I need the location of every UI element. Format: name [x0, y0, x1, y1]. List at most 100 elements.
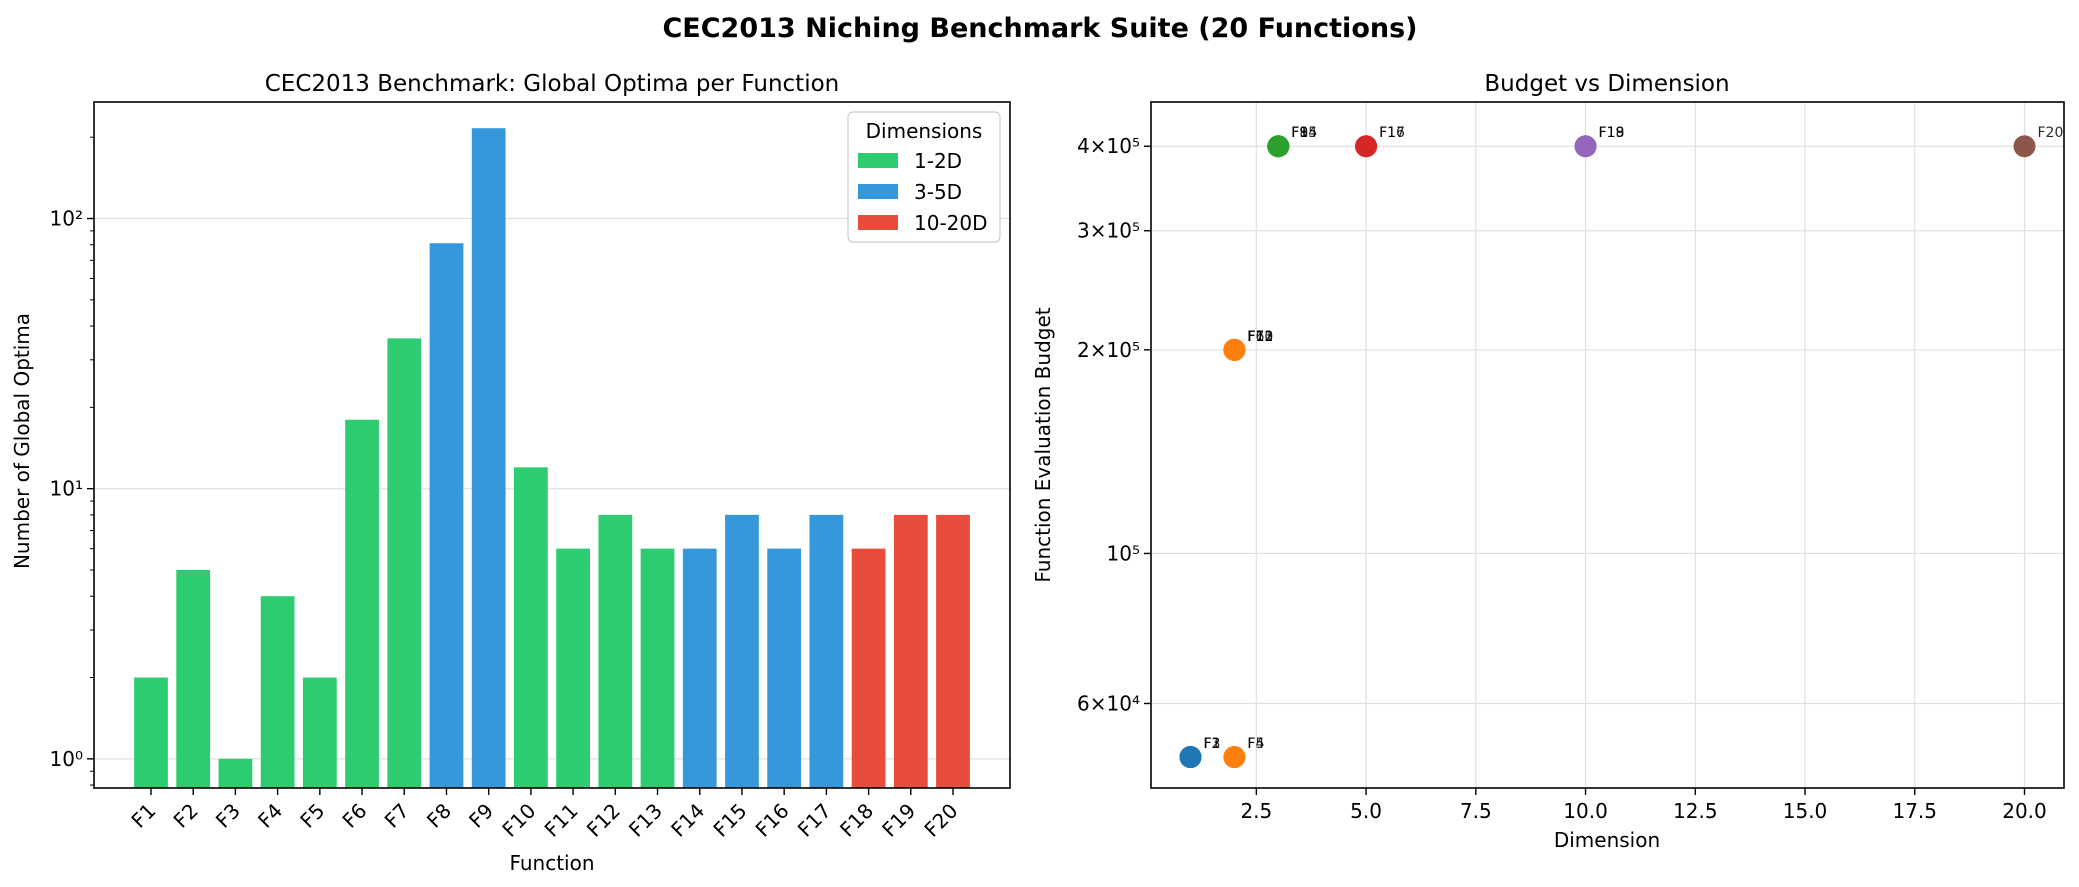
point-label-f18: F18	[1599, 125, 1625, 141]
bar-f14	[682, 548, 717, 788]
point-f17	[1355, 135, 1378, 158]
scatter-chart-x-ticks: 2.5 5.0 7.5 10.0 12.5 15.0 17.5 20.0	[1240, 788, 2047, 823]
bar-f9	[471, 128, 506, 789]
scatter-x-tick-label: 20.0	[2002, 799, 2047, 823]
bar-chart-y-ticks: 10⁰ 10¹ 10²	[50, 136, 94, 786]
scatter-x-tick-label: 5.0	[1350, 799, 1382, 823]
point-label-f5: F5	[1247, 736, 1264, 752]
bar-x-tick-label-f9: F9	[464, 799, 498, 833]
bar-f7	[387, 338, 422, 788]
legend-label-3-5d: 3-5D	[914, 180, 962, 204]
point-label-f9: F9	[1291, 125, 1308, 141]
bar-chart-title: CEC2013 Benchmark: Global Optima per Fun…	[265, 71, 840, 97]
scatter-chart: Budget vs Dimension Dimension Function E…	[1031, 71, 2065, 852]
bar-x-tick-label-f14: F14	[666, 799, 709, 842]
bar-f2	[176, 570, 211, 788]
bar-f11	[556, 548, 590, 788]
bar-x-tick-label-f12: F12	[582, 799, 625, 842]
bar-x-tick-label-f7: F7	[380, 799, 414, 833]
scatter-chart-frame	[1150, 101, 2065, 789]
legend-box	[847, 111, 1001, 243]
point-f19	[1574, 135, 1597, 158]
bar-chart: CEC2013 Benchmark: Global Optima per Fun…	[10, 71, 1011, 875]
scatter-x-tick-label: 15.0	[1783, 799, 1828, 823]
point-label-f15: F15	[1291, 125, 1317, 141]
legend-swatch-1-2d	[858, 153, 898, 168]
point-f15	[1267, 135, 1290, 158]
point-label-f8: F8	[1291, 125, 1308, 141]
bar-x-tick-label-f2: F2	[169, 799, 203, 833]
point-label-f11: F11	[1247, 329, 1273, 345]
bar-f4	[260, 596, 295, 788]
point-f13	[1223, 338, 1246, 361]
bar-f8	[429, 243, 464, 788]
point-label-f12: F12	[1247, 329, 1273, 345]
scatter-chart-xlabel: Dimension	[1554, 828, 1660, 852]
bar-x-tick-label-f1: F1	[126, 799, 160, 833]
bar-f17	[809, 514, 844, 788]
bar-y-tick-label: 10¹	[50, 477, 83, 501]
point-f5	[1223, 746, 1246, 769]
bar-f12	[598, 514, 633, 788]
bar-f13	[640, 548, 675, 788]
legend-label-10-20d: 10-20D	[914, 211, 988, 235]
legend-swatch-3-5d	[858, 184, 898, 199]
bar-y-tick-label: 10⁰	[50, 747, 83, 771]
bar-f19	[893, 514, 928, 788]
point-label-f16: F16	[1379, 125, 1405, 141]
bar-x-tick-label-f8: F8	[422, 799, 456, 833]
point-label-f13: F13	[1247, 329, 1273, 345]
bar-f6	[345, 419, 379, 788]
scatter-y-tick-label: 2×10⁵	[1077, 338, 1140, 362]
bar-x-tick-label-f19: F19	[877, 799, 920, 842]
bar-f5	[302, 677, 337, 788]
scatter-x-tick-label: 17.5	[1892, 799, 1937, 823]
scatter-y-tick-label: 10⁵	[1107, 541, 1140, 565]
scatter-y-tick-label: 4×10⁵	[1077, 134, 1140, 158]
point-label-f6: F6	[1247, 329, 1264, 345]
scatter-x-tick-label: 10.0	[1563, 799, 1608, 823]
point-f20	[2013, 135, 2036, 158]
bar-x-tick-label-f5: F5	[295, 799, 329, 833]
bar-chart-bars	[134, 128, 970, 789]
bar-chart-legend: Dimensions 1-2D 3-5D 10-20D	[847, 111, 1001, 243]
point-f3	[1179, 746, 1202, 769]
bar-x-tick-label-f3: F3	[211, 799, 245, 833]
bar-x-tick-label-f4: F4	[253, 799, 287, 833]
point-label-f10: F10	[1247, 329, 1273, 345]
point-label-f1: F1	[1204, 736, 1221, 752]
bar-f10	[514, 467, 548, 788]
scatter-chart-y-ticks: 6×10⁴ 10⁵ 2×10⁵ 3×10⁵ 4×10⁵	[1077, 134, 1151, 715]
bar-x-tick-label-f16: F16	[751, 799, 794, 842]
point-label-f4: F4	[1247, 736, 1264, 752]
scatter-y-tick-label: 6×10⁴	[1077, 691, 1140, 715]
point-label-f17: F17	[1379, 125, 1405, 141]
bar-f15	[725, 514, 759, 788]
figure-suptitle: CEC2013 Niching Benchmark Suite (20 Func…	[662, 13, 1417, 44]
bar-x-tick-label-f13: F13	[624, 799, 667, 842]
point-label-f7: F7	[1247, 329, 1264, 345]
legend-label-1-2d: 1-2D	[914, 149, 962, 173]
point-label-f19: F19	[1599, 125, 1625, 141]
scatter-chart-ylabel: Function Evaluation Budget	[1031, 307, 1055, 582]
legend-swatch-10-20d	[858, 215, 898, 230]
scatter-chart-title: Budget vs Dimension	[1484, 71, 1729, 97]
bar-f18	[851, 548, 886, 788]
point-label-f20: F20	[2037, 125, 2063, 141]
scatter-x-tick-label: 7.5	[1460, 799, 1492, 823]
bar-f20	[936, 514, 970, 788]
bar-x-tick-label-f10: F10	[497, 799, 540, 842]
bar-chart-xlabel: Function	[509, 851, 594, 875]
bar-chart-ylabel: Number of Global Optima	[10, 313, 34, 569]
bar-f3	[218, 758, 253, 788]
bar-x-tick-label-f20: F20	[919, 799, 962, 842]
bar-x-tick-label-f17: F17	[793, 799, 836, 842]
bar-x-tick-label-f11: F11	[540, 799, 583, 842]
scatter-x-tick-label: 12.5	[1673, 799, 1718, 823]
bar-chart-frame	[93, 101, 1011, 789]
point-label-f2: F2	[1204, 736, 1221, 752]
bar-x-tick-label-f15: F15	[708, 799, 751, 842]
point-label-f3: F3	[1204, 736, 1221, 752]
scatter-chart-gridlines	[1151, 102, 2064, 788]
